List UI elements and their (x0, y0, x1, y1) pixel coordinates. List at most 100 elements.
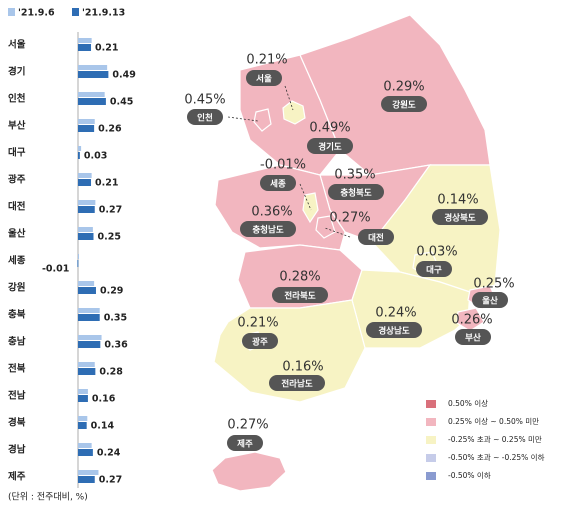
region-value: -0.01% (260, 158, 306, 173)
region-name: 충청북도 (340, 188, 371, 199)
legend-swatch (72, 8, 79, 16)
region-pill (366, 322, 422, 338)
data-label: 0.24 (97, 448, 121, 459)
legend-swatch (8, 8, 15, 16)
bar (78, 125, 95, 132)
bar (78, 449, 93, 456)
region-value: 0.03% (416, 245, 457, 260)
region-pill (240, 221, 296, 237)
data-label: 0.29 (100, 286, 123, 297)
bar (78, 395, 88, 402)
region-name: 경상남도 (378, 326, 409, 337)
legend-swatch (426, 436, 436, 444)
data-label: 0.21 (95, 178, 118, 189)
leader-line (284, 85, 294, 111)
legend-label: -0.25% 초과 ~ 0.25% 미만 (448, 435, 542, 444)
bar (78, 287, 96, 294)
region-shape (213, 299, 366, 403)
data-label: 0.21 (95, 43, 118, 54)
leader-line (324, 227, 351, 238)
region-pill (381, 96, 427, 112)
bar (78, 422, 87, 429)
category-label: 경북 (8, 417, 26, 429)
region-name: 광주 (252, 337, 268, 348)
category-label: 대전 (8, 201, 25, 213)
bar (78, 152, 80, 159)
region-value: 0.16% (282, 360, 323, 375)
data-label: 0.27 (99, 205, 122, 216)
legend-label: 0.50% 이상 (448, 398, 488, 408)
legend-label: '21.9.6 (18, 8, 55, 19)
category-label: 대구 (8, 147, 26, 159)
bar (78, 71, 109, 78)
region-pill (187, 109, 223, 125)
region-name: 경기도 (318, 142, 342, 153)
data-label: 0.16 (92, 394, 116, 405)
data-label: 0.28 (99, 367, 123, 378)
legend-swatch (426, 454, 436, 462)
bar (78, 308, 100, 313)
bar (78, 476, 95, 483)
region-name: 충청남도 (252, 225, 283, 236)
region-name: 강원도 (392, 100, 416, 111)
region-value: 0.27% (329, 211, 370, 226)
data-label: 0.26 (98, 124, 122, 135)
bar (78, 314, 100, 321)
bar (78, 119, 95, 124)
region-shape (315, 215, 336, 239)
map: 0.21% 서울 0.45% 인천 0.29% 강원도 0.49% 경기도 -0.01% 세종 0.… (184, 14, 545, 492)
data-label: 0.25 (98, 232, 121, 243)
bar (77, 260, 79, 267)
category-label: 강원 (8, 282, 25, 294)
category-label: 전북 (8, 363, 26, 375)
bar (78, 179, 92, 186)
region-shape (253, 108, 272, 132)
bar (78, 281, 95, 286)
data-label: 0.03 (84, 151, 107, 162)
bar (78, 38, 92, 43)
region-name: 부산 (465, 333, 481, 344)
region-name: 세종 (270, 179, 286, 190)
region-value: 0.21% (246, 53, 287, 68)
region-value: 0.45% (184, 93, 225, 108)
region-value: 0.27% (227, 418, 268, 433)
region-value: 0.24% (375, 306, 416, 321)
leader-line (299, 183, 312, 211)
region-pill (272, 287, 328, 303)
region-value: 0.21% (237, 316, 278, 331)
legend-swatch (426, 472, 436, 480)
region-pill (416, 261, 452, 277)
region-pill (472, 292, 508, 308)
region-value: 0.28% (279, 270, 320, 285)
bar (78, 335, 102, 340)
legend-swatch (426, 418, 436, 426)
bar (78, 146, 82, 151)
region-name: 서울 (256, 74, 272, 85)
bar (78, 98, 106, 105)
region-value: 0.25% (473, 277, 514, 292)
legend-swatch (426, 400, 436, 408)
legend-label: -0.50% 이하 (448, 470, 491, 480)
data-label: 0.14 (91, 421, 115, 432)
category-label: 제주 (8, 471, 26, 483)
region-name: 인천 (197, 113, 213, 124)
bar (78, 341, 101, 348)
data-label: 0.27 (99, 475, 122, 486)
bar (78, 44, 92, 51)
data-label: -0.01 (42, 264, 69, 275)
category-label: 인천 (8, 94, 25, 105)
bar (78, 65, 108, 70)
bar (78, 200, 96, 205)
data-label: 0.35 (104, 313, 127, 324)
data-label: 0.36 (104, 340, 128, 351)
region-shape (282, 100, 306, 125)
region-shape (211, 451, 287, 492)
data-label: 0.49 (112, 70, 135, 81)
category-label: 부산 (8, 120, 26, 132)
region-name: 전라남도 (281, 379, 312, 390)
category-label: 울산 (8, 228, 26, 240)
region-value: 0.29% (383, 80, 424, 95)
leader-line (227, 116, 259, 122)
category-label: 충북 (8, 309, 26, 321)
